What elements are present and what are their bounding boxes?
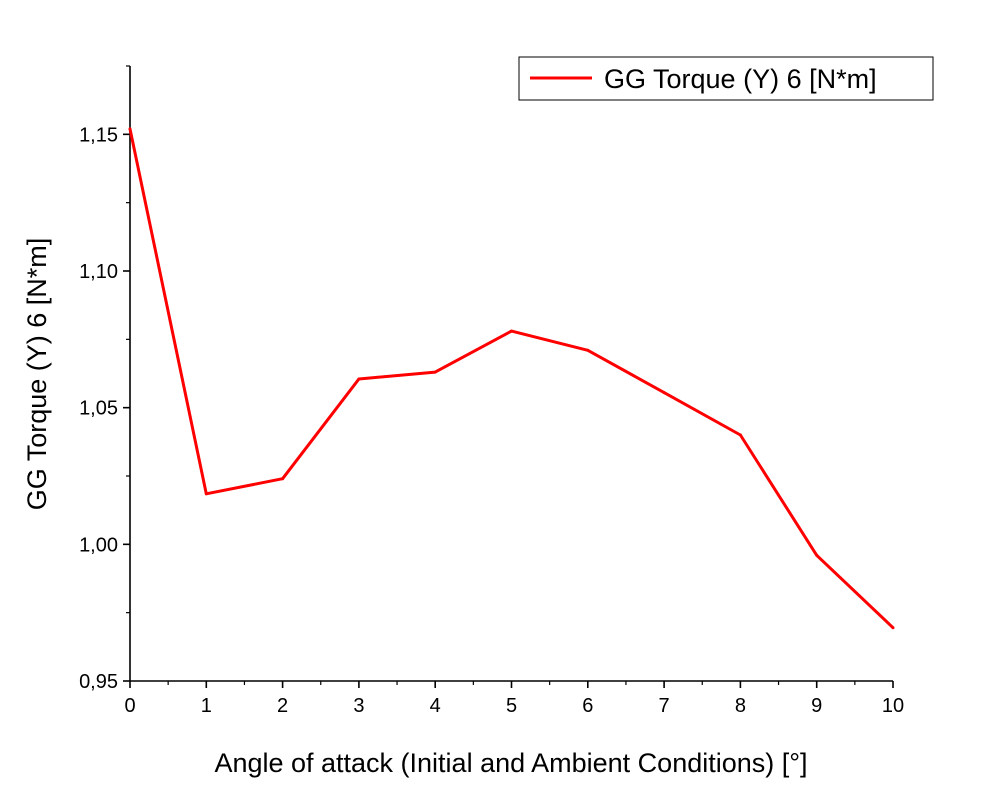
series-line xyxy=(128,128,895,629)
data-point xyxy=(204,492,208,496)
y-tick-label: 0,95 xyxy=(79,671,118,693)
x-tick-label: 7 xyxy=(659,695,670,717)
data-point xyxy=(586,348,590,352)
x-tick-label: 9 xyxy=(811,695,822,717)
x-tick-label: 8 xyxy=(735,695,746,717)
data-point xyxy=(433,370,437,374)
x-tick-label: 2 xyxy=(277,695,288,717)
x-tick-label: 4 xyxy=(430,695,441,717)
y-tick-label: 1,10 xyxy=(79,261,118,283)
x-ticks: 0 1 2 3 4 5 6 7 8 9 10 xyxy=(124,681,904,717)
data-point xyxy=(510,329,513,333)
data-point xyxy=(281,477,285,481)
data-point xyxy=(128,127,132,131)
data-point xyxy=(891,626,895,630)
data-point xyxy=(357,377,361,381)
axes xyxy=(129,66,893,682)
series-layer xyxy=(128,127,895,630)
data-point xyxy=(815,553,819,557)
x-tick-label: 3 xyxy=(353,695,364,717)
y-ticks: 0,95 1,00 1,05 1,10 1,15 xyxy=(79,65,130,693)
x-tick-label: 0 xyxy=(124,695,135,717)
x-tick-label: 6 xyxy=(582,695,593,717)
y-axis-title: GG Torque (Y) 6 [N*m] xyxy=(22,238,52,511)
x-tick-label: 1 xyxy=(201,695,212,717)
y-tick-label: 1,15 xyxy=(79,124,118,146)
x-tick-label: 10 xyxy=(882,695,904,717)
x-axis-title: Angle of attack (Initial and Ambient Con… xyxy=(214,748,807,778)
x-tick-label: 5 xyxy=(506,695,517,717)
legend-label: GG Torque (Y) 6 [N*m] xyxy=(604,64,877,94)
data-point xyxy=(662,391,666,395)
data-point xyxy=(738,433,742,437)
legend: GG Torque (Y) 6 [N*m] xyxy=(518,56,934,101)
y-tick-label: 1,05 xyxy=(79,398,118,420)
y-tick-label: 1,00 xyxy=(79,534,118,556)
